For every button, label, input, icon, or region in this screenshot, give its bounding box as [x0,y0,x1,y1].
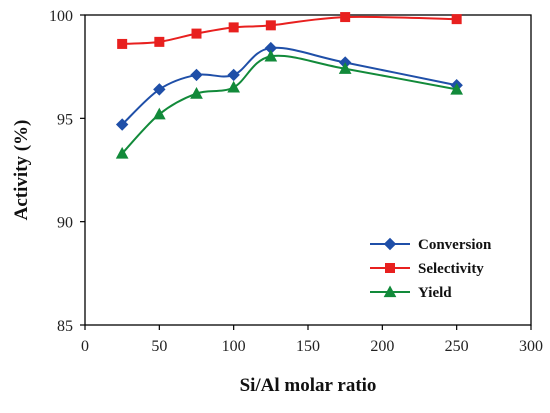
data-point-yield [115,146,129,159]
x-tick-label: 150 [296,338,320,355]
data-point-selectivity [117,38,128,49]
plot-frame [84,14,532,326]
legend-label-conversion: Conversion [418,237,492,253]
data-point-conversion [190,68,203,82]
legend-label-yield: Yield [418,285,452,301]
data-point-conversion [115,118,129,131]
legend-item-selectivity: Selectivity [370,261,484,277]
y-axis-title: Activity (%) [11,120,32,221]
y-tick-label: 85 [57,318,73,335]
axes: 0 50 100 150 200 250 300 85 90 95 100 [49,8,543,355]
series-line-selectivity [122,15,457,45]
data-point-selectivity [340,12,351,23]
x-tick-label: 300 [519,338,543,355]
data-point-selectivity [154,36,165,47]
data-point-selectivity [191,28,202,39]
data-point-selectivity [228,22,239,33]
series-layer [115,12,464,159]
legend-item-yield: Yield [370,285,452,301]
legend-marker-yield [383,285,397,298]
data-point-yield [338,62,352,74]
y-tick-label: 95 [57,111,73,128]
legend-item-conversion: Conversion [370,237,492,253]
y-tick-label: 100 [49,8,73,25]
x-tick-label: 200 [370,338,394,355]
data-point-yield [450,82,464,95]
x-tick-label: 0 [81,338,89,355]
series-selectivity [117,12,462,49]
x-axis-title: Si/Al molar ratio [240,375,377,396]
legend-marker-selectivity [385,263,395,273]
x-tick-label: 50 [151,338,167,355]
series-line-conversion [121,46,457,126]
data-point-yield [264,49,278,62]
data-point-selectivity [451,14,462,25]
x-tick-label: 250 [445,338,469,355]
data-point-yield [190,86,203,99]
data-point-selectivity [265,20,276,31]
data-point-yield [152,107,166,120]
y-tick-label: 90 [57,215,73,232]
legend-label-selectivity: Selectivity [418,261,484,277]
legend: Conversion Selectivity Yield [370,237,492,301]
series-line-yield [121,54,457,155]
series-yield [115,49,464,159]
legend-marker-conversion [383,237,397,251]
data-point-conversion [227,68,240,82]
x-tick-label: 100 [222,338,246,355]
data-point-conversion [153,83,166,96]
data-point-yield [227,80,241,93]
